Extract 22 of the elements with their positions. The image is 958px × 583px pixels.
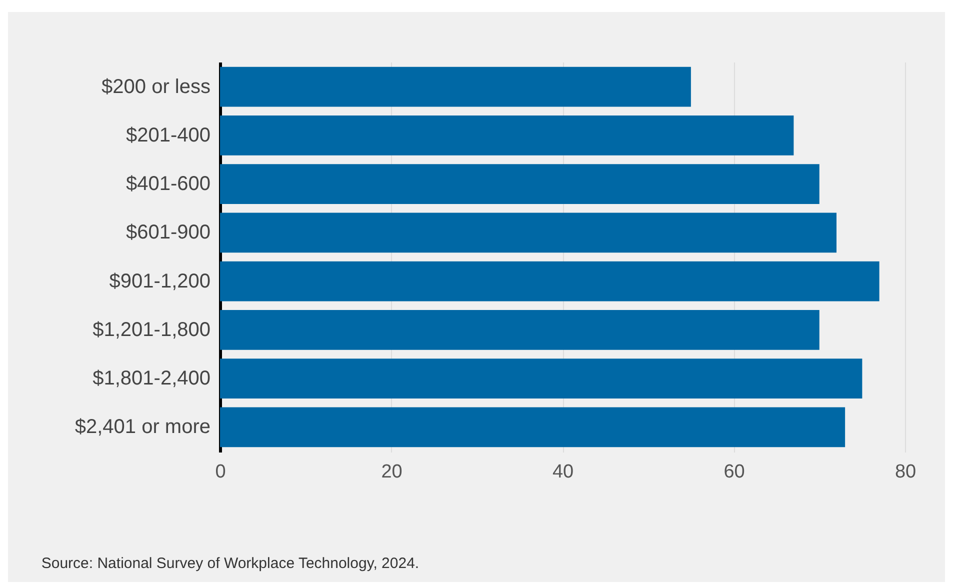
x-tick-label: 40 [552,462,574,482]
y-tick-label: $1,201-1,800 [92,318,210,341]
bar [220,358,862,399]
bar [220,407,846,448]
y-tick-label: $401-600 [126,173,210,196]
x-tick-label: 0 [215,462,226,482]
bar [220,164,820,204]
x-tick-label: 20 [381,462,402,482]
source-note: Source: National Survey of Workplace Technology, 2024. [41,555,420,572]
y-tick-label: $901-1,200 [109,270,210,292]
y-tick-label: $201-400 [126,124,210,146]
bar [220,310,820,350]
bar [220,66,691,107]
y-tick-label: $200 or less [102,76,210,98]
y-tick-label: $1,801-2,400 [92,368,210,390]
bar [220,212,836,253]
x-tick-label: 80 [894,462,916,482]
bar [220,115,794,156]
bar [220,261,880,302]
y-tick-label: $601-900 [126,222,210,244]
x-tick-label: 60 [724,462,745,482]
y-tick-label: $2,401 or more [74,416,210,438]
